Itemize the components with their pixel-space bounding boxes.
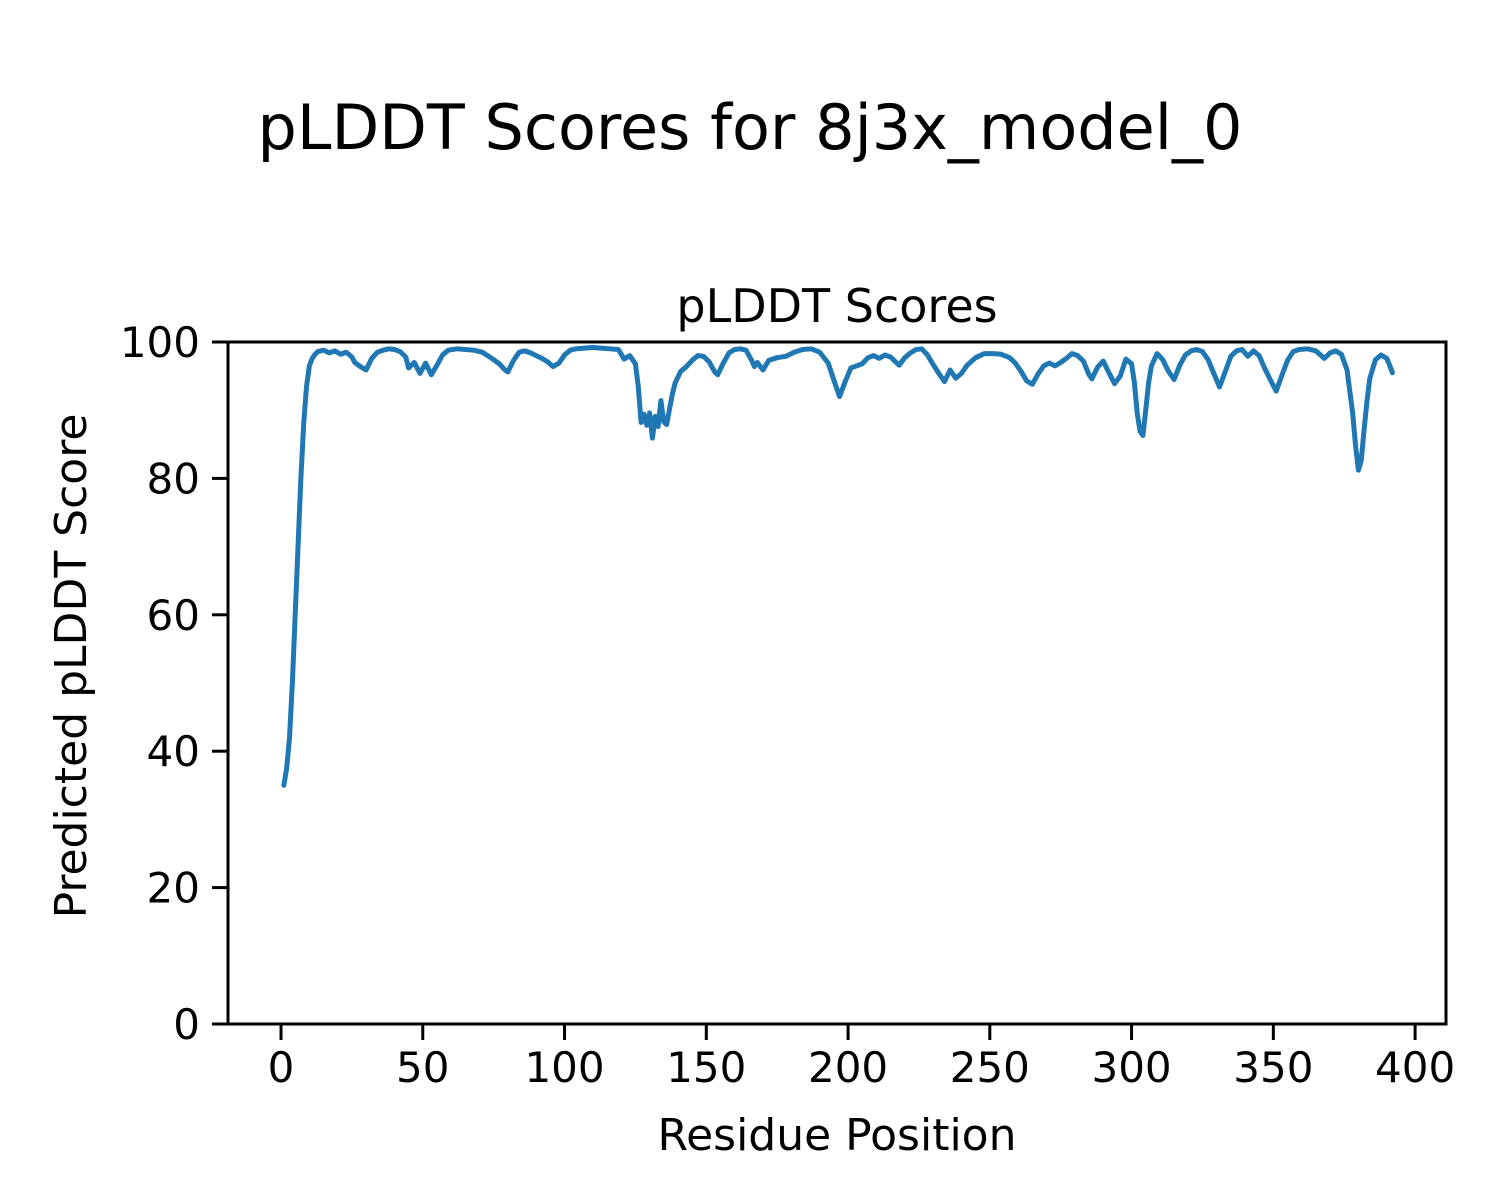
figure-suptitle: pLDDT Scores for 8j3x_model_0 [257, 91, 1243, 164]
y-tick-label: 100 [120, 318, 200, 367]
y-tick-label: 0 [173, 1000, 200, 1049]
y-tick-label: 20 [147, 864, 200, 913]
x-tick-label: 0 [268, 1043, 295, 1092]
x-tick-label: 100 [524, 1043, 604, 1092]
axes-spines [226, 340, 1448, 1026]
x-tick-label: 150 [666, 1043, 746, 1092]
x-tick-label: 300 [1091, 1043, 1171, 1092]
x-tick-label: 400 [1375, 1043, 1455, 1092]
x-tick-label: 250 [950, 1043, 1030, 1092]
x-axis-label: Residue Position [657, 1110, 1017, 1161]
x-tick-label: 50 [396, 1043, 449, 1092]
y-tick-label: 80 [147, 454, 200, 503]
plddt-line [281, 344, 1395, 788]
y-tick-label: 40 [147, 727, 200, 776]
axes-title: pLDDT Scores [676, 279, 998, 333]
x-tick-label: 200 [808, 1043, 888, 1092]
y-tick-label: 60 [147, 591, 200, 640]
x-tick-label: 350 [1233, 1043, 1313, 1092]
